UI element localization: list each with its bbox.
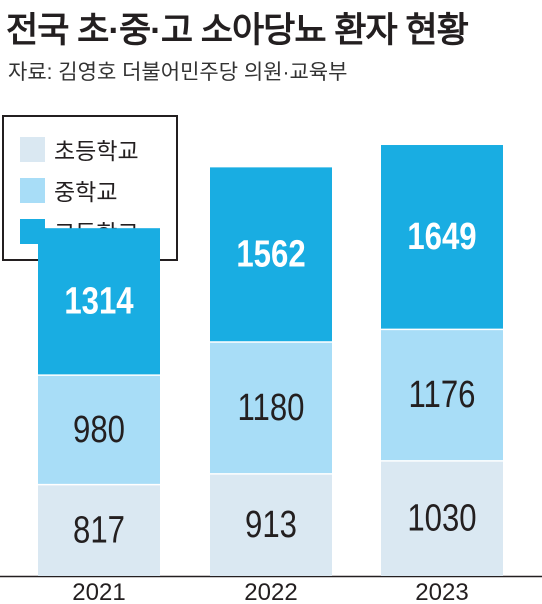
bar-middle-2022 — [210, 342, 332, 474]
bar-high-2023 — [381, 145, 503, 330]
bar-elementary-2022 — [210, 473, 332, 576]
data-label-elementary-2023: 1030 — [407, 498, 476, 540]
bar-elementary-2023 — [381, 460, 503, 576]
bar-high-2022 — [210, 167, 332, 343]
bar-elementary-2021 — [38, 484, 160, 576]
legend-label-middle: 중학교 — [54, 179, 118, 205]
data-label-high-2023: 1649 — [407, 216, 476, 258]
bar-middle-2021 — [38, 375, 160, 485]
legend-label-elementary: 초등학교 — [54, 138, 139, 164]
data-label-elementary-2022: 913 — [245, 504, 297, 546]
data-label-middle-2023: 1176 — [409, 374, 476, 416]
x-tick-label-2021: 2021 — [72, 579, 125, 604]
legend-swatch-middle — [20, 177, 45, 203]
data-label-elementary-2021: 817 — [73, 510, 125, 552]
data-label-high-2021: 1314 — [64, 281, 134, 323]
legend-swatch-elementary — [20, 136, 45, 162]
data-label-middle-2022: 1180 — [238, 387, 305, 429]
legend-item-elementary: 초등학교 — [20, 135, 139, 164]
x-tick-label-2023: 2023 — [415, 579, 468, 604]
legend-item-middle: 중학교 — [20, 176, 118, 205]
bar-high-2021 — [38, 228, 160, 376]
chart-source: 자료: 김영호 더불어민주당 의원·교육부 — [8, 61, 348, 84]
x-tick-label-2022: 2022 — [244, 579, 297, 604]
data-label-high-2022: 1562 — [236, 234, 305, 276]
chart-title: 전국 초·중·고 소아당뇨 환자 현황 — [6, 11, 469, 50]
bar-middle-2023 — [381, 329, 503, 461]
data-label-middle-2021: 980 — [73, 409, 125, 451]
